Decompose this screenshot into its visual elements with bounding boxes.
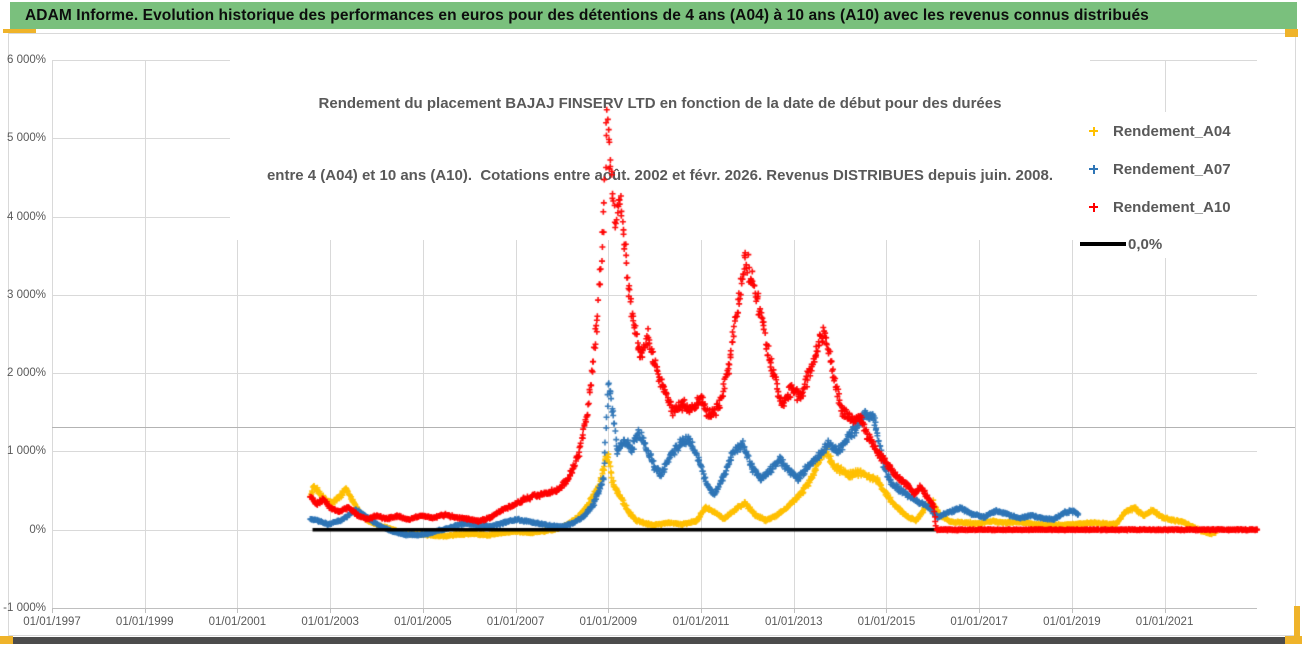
yellow-accent-bottom-left: [0, 636, 13, 644]
yellow-accent-right-edge: [1294, 606, 1300, 642]
yellow-accent-top-right: [1285, 29, 1298, 37]
bottom-bar: [13, 637, 1302, 644]
yellow-accent-top-left: [3, 29, 36, 33]
yellow-accent-bottom-right: [1285, 636, 1302, 644]
